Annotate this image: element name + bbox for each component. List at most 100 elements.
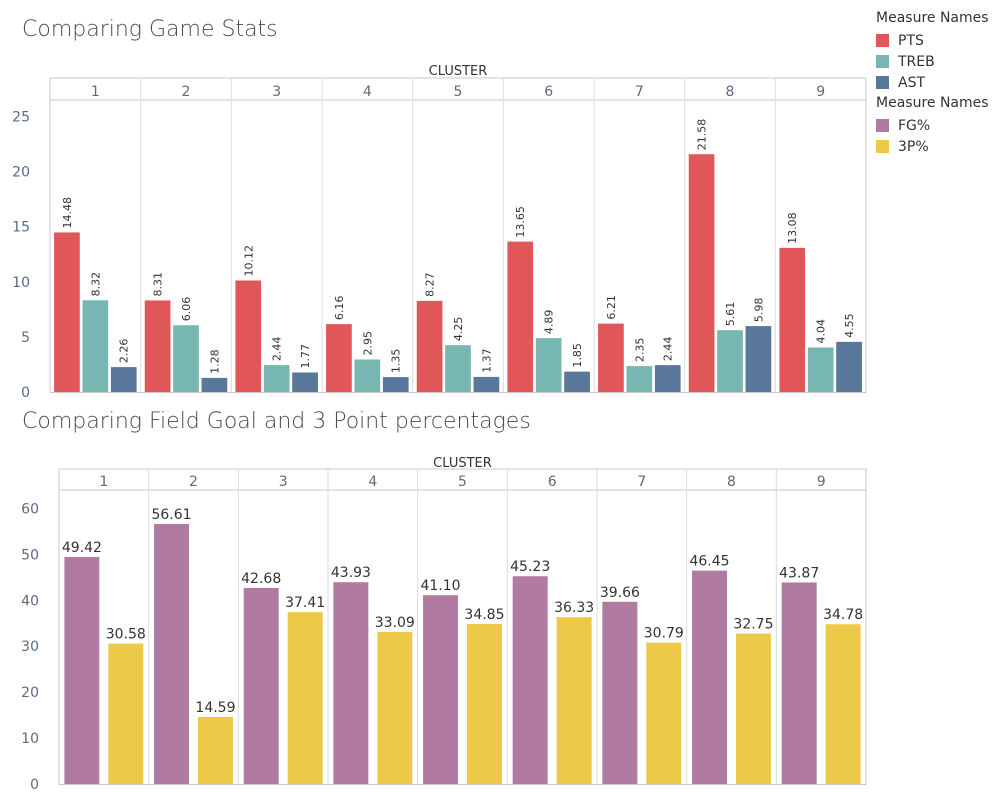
bar-3p-3 bbox=[287, 612, 323, 784]
swatch-pts bbox=[876, 34, 889, 47]
bar-pts-5 bbox=[416, 300, 443, 392]
legend-item-treb[interactable]: TREB bbox=[876, 51, 989, 72]
data-label: 8.31 bbox=[152, 272, 165, 297]
legend-label: TREB bbox=[898, 53, 935, 70]
data-label: 39.66 bbox=[600, 585, 640, 601]
bar-fg-8 bbox=[692, 570, 728, 784]
data-label: 1.77 bbox=[299, 344, 312, 369]
data-label: 33.09 bbox=[375, 615, 415, 631]
legend-label: PTS bbox=[898, 32, 924, 49]
y-tick-label: 10 bbox=[12, 275, 30, 291]
bar-treb-3 bbox=[263, 365, 290, 392]
data-label: 45.23 bbox=[510, 559, 550, 575]
y-tick-label: 10 bbox=[21, 731, 39, 747]
data-label: 49.42 bbox=[62, 540, 102, 556]
swatch-ast bbox=[876, 76, 889, 89]
column-header: CLUSTER bbox=[429, 64, 488, 79]
data-label: 14.48 bbox=[61, 197, 74, 229]
swatch-fg bbox=[876, 119, 889, 132]
data-label: 1.28 bbox=[208, 349, 221, 374]
bar-ast-4 bbox=[382, 377, 409, 392]
data-label: 1.85 bbox=[571, 343, 584, 368]
category-label: 9 bbox=[817, 474, 826, 490]
data-label: 43.93 bbox=[331, 565, 371, 581]
bar-3p-8 bbox=[735, 633, 771, 784]
y-tick-label: 15 bbox=[12, 220, 30, 236]
data-label: 56.61 bbox=[151, 507, 191, 523]
data-label: 1.37 bbox=[480, 348, 493, 373]
legend-group-2: Measure Names FG% 3P% bbox=[876, 95, 989, 157]
data-label: 36.33 bbox=[554, 600, 594, 616]
bar-fg-1 bbox=[64, 556, 100, 784]
bar-ast-9 bbox=[836, 341, 862, 392]
bar-fg-9 bbox=[781, 582, 817, 784]
data-label: 2.44 bbox=[271, 337, 284, 362]
y-tick-label: 5 bbox=[21, 330, 30, 346]
bar-pts-9 bbox=[779, 247, 806, 392]
bar-3p-6 bbox=[556, 617, 592, 784]
data-label: 5.98 bbox=[752, 298, 765, 323]
data-label: 14.59 bbox=[195, 700, 235, 716]
data-label: 2.26 bbox=[118, 339, 131, 364]
legend-item-pts[interactable]: PTS bbox=[876, 30, 989, 51]
bar-3p-1 bbox=[108, 643, 144, 784]
bar-pts-2 bbox=[144, 300, 171, 392]
swatch-3p bbox=[876, 140, 889, 153]
bar-treb-9 bbox=[807, 347, 834, 392]
category-label: 1 bbox=[91, 84, 100, 100]
y-tick-label: 0 bbox=[21, 385, 30, 401]
bar-fg-7 bbox=[602, 601, 638, 784]
bar-treb-4 bbox=[354, 359, 381, 392]
category-label: 9 bbox=[816, 84, 825, 100]
data-label: 43.87 bbox=[779, 565, 819, 581]
bar-pts-7 bbox=[598, 323, 624, 392]
category-label: 4 bbox=[363, 84, 372, 100]
data-label: 5.61 bbox=[724, 302, 737, 327]
data-label: 4.04 bbox=[815, 319, 828, 344]
data-label: 4.55 bbox=[843, 313, 856, 338]
swatch-treb bbox=[876, 55, 889, 68]
legend-label: FG% bbox=[898, 117, 931, 134]
data-label: 8.32 bbox=[89, 272, 102, 297]
legend: Measure Names PTS TREB AST Measure Names… bbox=[876, 10, 989, 157]
data-label: 4.25 bbox=[452, 317, 465, 342]
data-label: 2.35 bbox=[633, 338, 646, 363]
category-label: 5 bbox=[454, 84, 463, 100]
bar-3p-5 bbox=[466, 623, 502, 784]
y-tick-label: 40 bbox=[21, 593, 39, 609]
bar-ast-1 bbox=[110, 367, 137, 392]
y-tick-label: 0 bbox=[30, 777, 39, 793]
bar-3p-9 bbox=[825, 624, 861, 784]
data-label: 30.58 bbox=[106, 627, 146, 643]
data-label: 2.95 bbox=[361, 331, 374, 356]
legend-item-fg[interactable]: FG% bbox=[876, 115, 989, 136]
bar-3p-7 bbox=[646, 642, 682, 784]
data-label: 8.27 bbox=[424, 272, 437, 297]
category-label: 7 bbox=[637, 474, 646, 490]
data-label: 41.10 bbox=[420, 578, 460, 594]
bar-pts-4 bbox=[326, 324, 352, 392]
bar-ast-3 bbox=[292, 372, 318, 392]
bar-ast-7 bbox=[654, 365, 681, 392]
data-label: 2.44 bbox=[662, 337, 675, 362]
data-label: 6.06 bbox=[180, 297, 193, 322]
bar-pts-1 bbox=[54, 232, 80, 392]
legend-item-3p[interactable]: 3P% bbox=[876, 136, 989, 157]
category-label: 6 bbox=[544, 84, 553, 100]
category-label: 4 bbox=[368, 474, 377, 490]
bar-3p-2 bbox=[197, 716, 233, 784]
column-header: CLUSTER bbox=[433, 456, 492, 471]
y-tick-label: 25 bbox=[12, 110, 30, 126]
legend-item-ast[interactable]: AST bbox=[876, 72, 989, 93]
bar-treb-6 bbox=[535, 338, 562, 392]
data-label: 10.12 bbox=[242, 245, 255, 277]
data-label: 1.35 bbox=[390, 349, 403, 374]
data-label: 4.89 bbox=[543, 310, 556, 335]
bar-treb-5 bbox=[445, 345, 471, 392]
data-label: 6.21 bbox=[605, 295, 618, 320]
legend-title: Measure Names bbox=[876, 95, 989, 111]
bar-3p-4 bbox=[377, 631, 413, 784]
bar-treb-1 bbox=[82, 300, 109, 392]
legend-label: AST bbox=[898, 74, 926, 91]
